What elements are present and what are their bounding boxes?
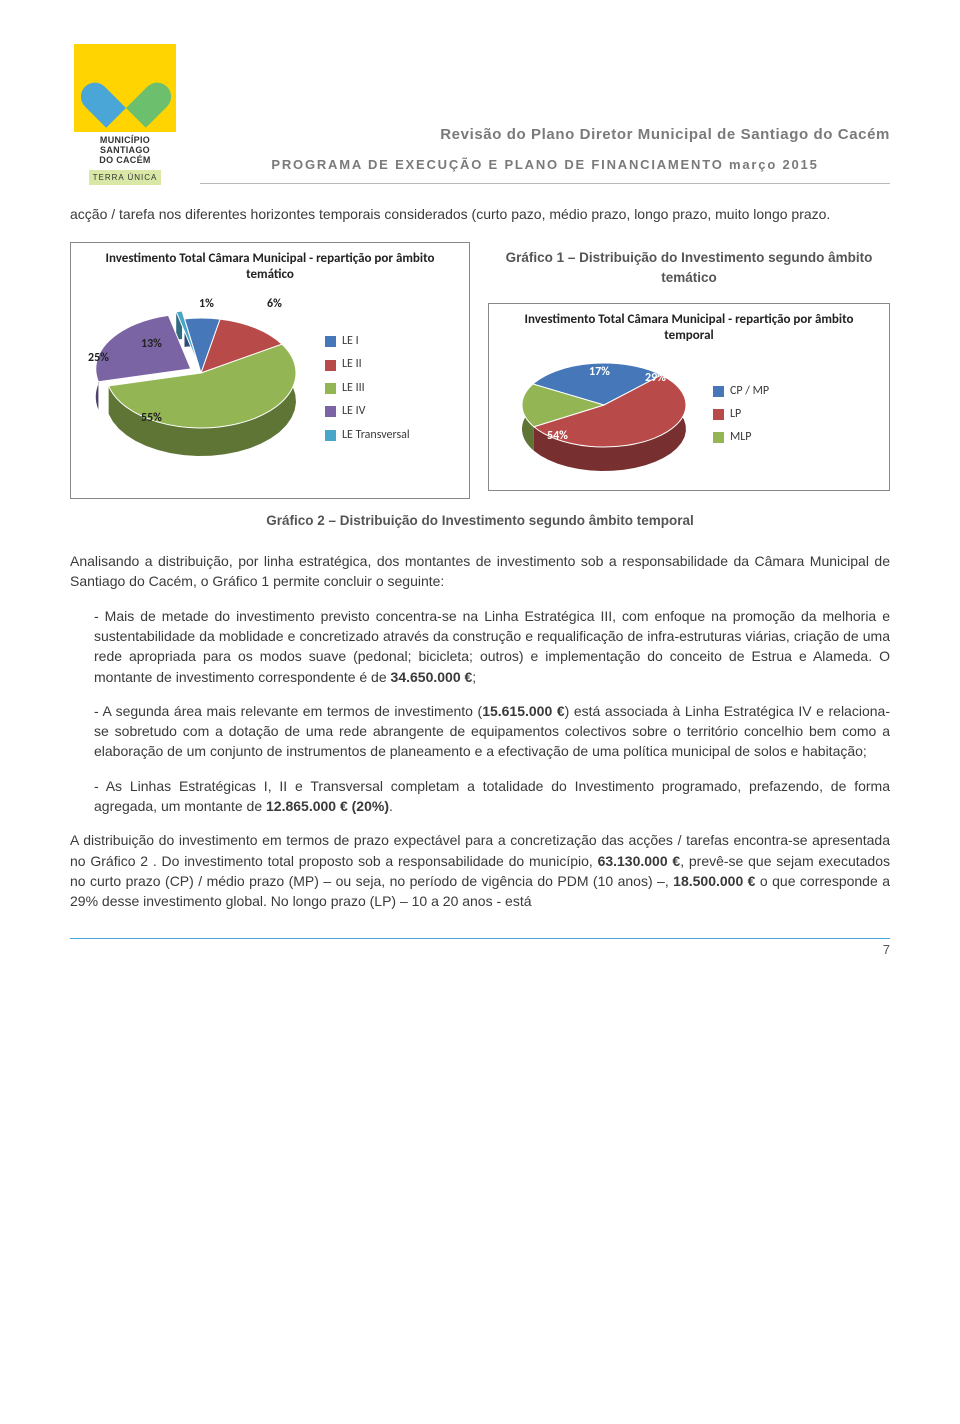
legend-label: LE II	[342, 356, 362, 373]
chart2-legend: CP / MP LP MLP	[713, 383, 769, 447]
chart1-legend: LE I LE II LE III LE IV LE Transversal	[325, 333, 410, 444]
bullet-3: - As Linhas Estratégicas I, II e Transve…	[70, 776, 890, 817]
legend-swatch	[713, 409, 724, 420]
pct-54: 54%	[547, 428, 568, 445]
legend-label: LE IV	[342, 403, 365, 420]
temporal-paragraph: A distribuição do investimento em termos…	[70, 830, 890, 911]
legend-label: MLP	[730, 429, 752, 446]
legend-swatch	[713, 432, 724, 443]
chart-temporal: Investimento Total Câmara Municipal - re…	[488, 303, 890, 490]
chart1-caption: Gráfico 1 – Distribuição do Investimento…	[488, 248, 890, 287]
pct-1: 1%	[199, 296, 214, 313]
chart-tematico: Investimento Total Câmara Municipal - re…	[70, 242, 470, 499]
legend-label: LE I	[342, 333, 359, 350]
pct-17: 17%	[589, 364, 610, 381]
legend-swatch	[325, 406, 336, 417]
pct-55: 55%	[141, 410, 162, 427]
analysis-intro: Analisando a distribuição, por linha est…	[70, 551, 890, 592]
intro-paragraph: acção / tarefa nos diferentes horizontes…	[70, 204, 890, 224]
legend-label: LE III	[342, 380, 365, 397]
chart2-title: Investimento Total Câmara Municipal - re…	[499, 312, 879, 343]
bullet-1: - Mais de metade do investimento previst…	[70, 606, 890, 687]
doc-subtitle: PROGRAMA DE EXECUÇÃO E PLANO DE FINANCIA…	[200, 156, 890, 184]
pct-25: 25%	[88, 350, 109, 367]
legend-item: LE I	[325, 333, 410, 350]
legend-swatch	[325, 360, 336, 371]
legend-item: LP	[713, 406, 769, 423]
pct-6: 6%	[267, 296, 282, 313]
legend-label: CP / MP	[730, 383, 769, 400]
legend-item: LE IV	[325, 403, 410, 420]
legend-item: LE III	[325, 380, 410, 397]
chart1-title: Investimento Total Câmara Municipal - re…	[81, 251, 459, 282]
legend-swatch	[325, 383, 336, 394]
doc-title: Revisão do Plano Diretor Municipal de Sa…	[200, 124, 890, 146]
legend-item: LE Transversal	[325, 427, 410, 444]
page-number: 7	[883, 941, 890, 960]
legend-item: LE II	[325, 356, 410, 373]
logo-line1: MUNICÍPIO	[100, 135, 150, 145]
legend-item: MLP	[713, 429, 769, 446]
pct-29: 29%	[645, 370, 666, 387]
logo-line2: SANTIAGO	[100, 145, 150, 155]
pct-13: 13%	[141, 336, 162, 353]
legend-label: LP	[730, 406, 741, 423]
page-footer: 7	[70, 938, 890, 960]
legend-item: CP / MP	[713, 383, 769, 400]
legend-swatch	[713, 386, 724, 397]
bullet-2: - A segunda área mais relevante em termo…	[70, 701, 890, 762]
legend-label: LE Transversal	[342, 427, 410, 444]
body-text: Analisando a distribuição, por linha est…	[70, 551, 890, 911]
municipality-logo: MUNICÍPIO SANTIAGO DO CACÉM TERRA ÚNICA	[70, 40, 180, 190]
legend-swatch	[325, 430, 336, 441]
logo-tagline: TERRA ÚNICA	[89, 170, 162, 186]
legend-swatch	[325, 336, 336, 347]
chart2-caption: Gráfico 2 – Distribuição do Investimento…	[70, 511, 890, 531]
pie-chart-1	[81, 288, 311, 488]
document-header: MUNICÍPIO SANTIAGO DO CACÉM TERRA ÚNICA …	[70, 40, 890, 190]
logo-line3: DO CACÉM	[99, 155, 150, 165]
